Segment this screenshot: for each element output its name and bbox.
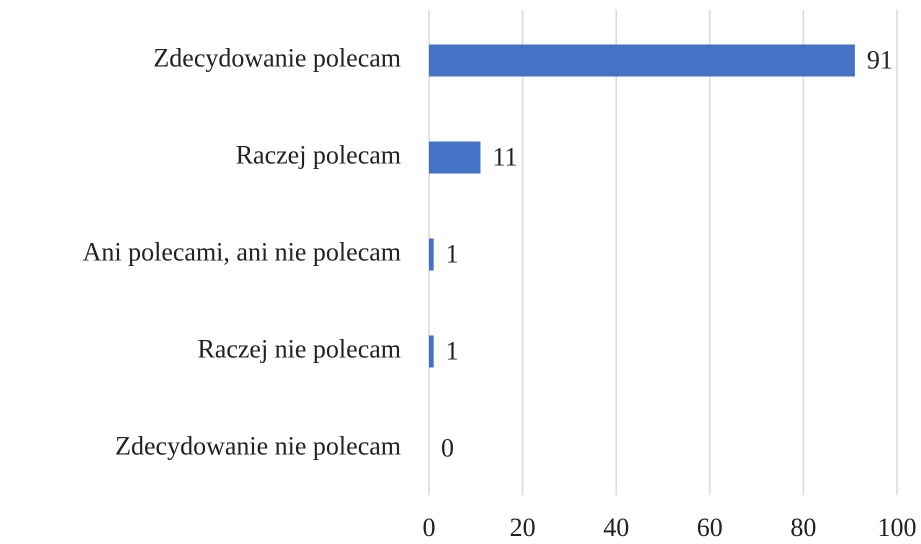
value-label: 1 [446, 336, 459, 365]
y-tick-label: Raczej polecam [236, 140, 401, 169]
y-tick-label: Raczej nie polecam [197, 334, 401, 363]
bar [429, 238, 434, 271]
value-label: 11 [492, 142, 517, 171]
y-tick-label: Zdecydowanie polecam [153, 43, 401, 72]
bar [429, 44, 855, 77]
x-tick-label: 100 [878, 513, 917, 542]
x-tick-label: 0 [423, 513, 436, 542]
bar [429, 141, 481, 174]
y-tick-label: Zdecydowanie nie polecam [115, 431, 401, 460]
value-label: 1 [446, 239, 459, 268]
value-label: 91 [867, 45, 893, 74]
value-label: 0 [441, 433, 454, 462]
bar [429, 335, 434, 368]
x-tick-label: 40 [603, 513, 629, 542]
x-tick-label: 60 [697, 513, 723, 542]
y-tick-label: Ani polecami, ani nie polecam [83, 237, 401, 266]
x-tick-label: 20 [510, 513, 536, 542]
x-tick-label: 80 [790, 513, 816, 542]
